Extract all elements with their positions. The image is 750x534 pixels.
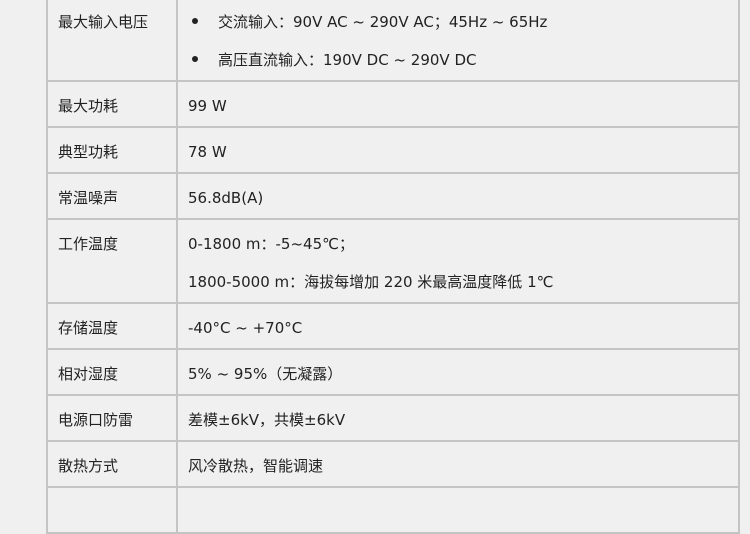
row-value: 99 W bbox=[188, 97, 227, 115]
row-label: 工作温度 bbox=[58, 235, 119, 253]
table-row: 存储温度 -40°C ~ +70°C bbox=[46, 302, 740, 350]
row-value: 0-1800 m：-5~45℃； bbox=[188, 235, 354, 253]
bullet-icon bbox=[192, 56, 198, 62]
row-value: 风冷散热，智能调速 bbox=[188, 457, 324, 475]
table-row: 相对湿度 5% ~ 95%（无凝露） bbox=[46, 348, 740, 396]
row-label: 典型功耗 bbox=[58, 143, 119, 161]
row-value: 差模±6kV，共模±6kV bbox=[188, 411, 346, 429]
row-label: 最大输入电压 bbox=[58, 13, 149, 31]
row-value: 5% ~ 95%（无凝露） bbox=[188, 365, 343, 383]
bullet-icon bbox=[192, 18, 198, 24]
row-value: 1800-5000 m：海拔每增加 220 米最高温度降低 1℃ bbox=[188, 273, 554, 291]
row-label: 存储温度 bbox=[58, 319, 119, 337]
row-label: 相对湿度 bbox=[58, 365, 119, 383]
row-value: -40°C ~ +70°C bbox=[188, 319, 303, 337]
row-label: 电源口防雷 bbox=[58, 411, 134, 429]
table-row: 最大输入电压 交流输入：90V AC ~ 290V AC；45Hz ~ 65Hz… bbox=[46, 0, 740, 82]
table-row: 常温噪声 56.8dB(A) bbox=[46, 172, 740, 220]
table-row: 典型功耗 78 W bbox=[46, 126, 740, 174]
table-row: 最大功耗 99 W bbox=[46, 80, 740, 128]
row-value: 78 W bbox=[188, 143, 227, 161]
row-value: 高压直流输入：190V DC ~ 290V DC bbox=[218, 51, 477, 69]
row-label: 散热方式 bbox=[58, 457, 119, 475]
row-label: 常温噪声 bbox=[58, 189, 119, 207]
table-row: 电源口防雷 差模±6kV，共模±6kV bbox=[46, 394, 740, 442]
table-row: 工作温度 0-1800 m：-5~45℃； 1800-5000 m：海拔每增加 22… bbox=[46, 218, 740, 304]
table-row bbox=[46, 486, 740, 534]
spec-table: 最大输入电压 交流输入：90V AC ~ 290V AC；45Hz ~ 65Hz… bbox=[46, 0, 740, 534]
row-value: 交流输入：90V AC ~ 290V AC；45Hz ~ 65Hz bbox=[218, 13, 548, 31]
row-label: 最大功耗 bbox=[58, 97, 119, 115]
table-row: 散热方式 风冷散热，智能调速 bbox=[46, 440, 740, 488]
row-value: 56.8dB(A) bbox=[188, 189, 264, 207]
